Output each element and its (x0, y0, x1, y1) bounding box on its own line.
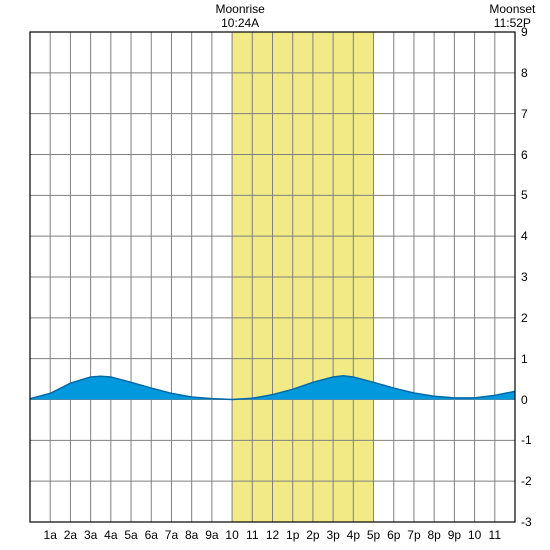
x-tick-label: 8p (427, 528, 440, 542)
y-tick-label: 7 (521, 107, 528, 121)
y-tick-label: 4 (521, 229, 528, 243)
x-tick-label: 6a (145, 528, 158, 542)
y-tick-label: -2 (521, 474, 532, 488)
x-tick-label: 5a (124, 528, 137, 542)
x-tick-label: 4p (347, 528, 360, 542)
x-tick-label: 8a (185, 528, 198, 542)
y-tick-label: 1 (521, 352, 528, 366)
y-tick-label: -1 (521, 433, 532, 447)
x-tick-label: 1a (44, 528, 57, 542)
x-tick-label: 2p (306, 528, 319, 542)
x-tick-label: 11 (489, 528, 501, 542)
y-tick-label: 8 (521, 66, 528, 80)
tide-chart: Moonrise 10:24A Moonset 11:52P -3-2-1012… (0, 0, 550, 550)
moonrise-time: 10:24A (221, 16, 259, 30)
x-tick-label: 3a (84, 528, 97, 542)
x-tick-label: 11 (246, 528, 258, 542)
x-tick-label: 4a (104, 528, 117, 542)
x-tick-label: 7a (165, 528, 178, 542)
x-tick-label: 1p (286, 528, 299, 542)
x-tick-label: 9p (448, 528, 461, 542)
x-tick-label: 5p (367, 528, 380, 542)
x-tick-label: 2a (64, 528, 77, 542)
x-tick-label: 7p (407, 528, 420, 542)
moonrise-label: Moonrise 10:24A (215, 2, 264, 30)
y-tick-label: 6 (521, 148, 528, 162)
y-tick-label: -3 (521, 515, 532, 529)
x-tick-label: 3p (326, 528, 339, 542)
x-tick-label: 9a (205, 528, 218, 542)
y-tick-label: 0 (521, 393, 528, 407)
chart-svg (0, 0, 550, 550)
y-tick-label: 5 (521, 188, 528, 202)
x-tick-label: 12 (266, 528, 279, 542)
x-tick-label: 6p (387, 528, 400, 542)
x-tick-label: 10 (225, 528, 238, 542)
y-tick-label: 2 (521, 311, 528, 325)
y-tick-label: 9 (521, 25, 528, 39)
moonset-title: Moonset (489, 2, 535, 16)
x-tick-label: 10 (468, 528, 481, 542)
moonrise-title: Moonrise (215, 2, 264, 16)
y-tick-label: 3 (521, 270, 528, 284)
moonset-label: Moonset 11:52P (489, 2, 535, 30)
